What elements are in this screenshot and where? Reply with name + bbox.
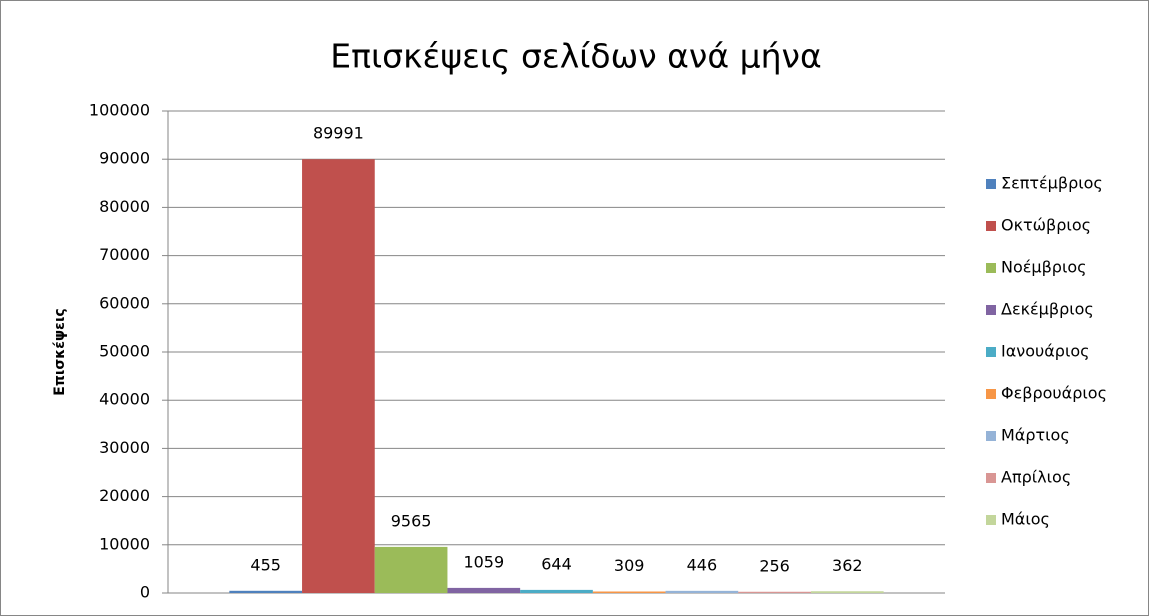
bar xyxy=(738,591,811,593)
legend-label: Σεπτέμβριος xyxy=(1001,174,1103,193)
bar xyxy=(229,590,303,593)
legend-label: Δεκέμβριος xyxy=(1001,300,1094,319)
y-tick-label: 30000 xyxy=(99,438,150,457)
legend-swatch xyxy=(986,305,996,315)
legend-swatch xyxy=(986,431,996,441)
y-tick-label: 0 xyxy=(140,583,150,602)
legend-swatch xyxy=(986,263,996,273)
data-label: 1059 xyxy=(463,552,504,571)
legend-label: Μάρτιος xyxy=(1001,426,1070,445)
data-label: 9565 xyxy=(391,511,432,530)
legend-label: Νοέμβριος xyxy=(1001,258,1087,277)
y-tick-label: 60000 xyxy=(99,293,150,312)
data-label: 362 xyxy=(832,556,863,575)
data-label: 89991 xyxy=(313,124,364,143)
bar xyxy=(447,587,521,593)
legend-swatch xyxy=(986,347,996,357)
legend-label: Μάιος xyxy=(1001,510,1050,529)
bar xyxy=(520,589,593,593)
y-tick-label: 70000 xyxy=(99,245,150,264)
bar xyxy=(592,591,666,593)
data-label: 446 xyxy=(687,555,718,574)
chart-title: Επισκέψεις σελίδων ανά μήνα xyxy=(330,37,821,76)
legend-swatch xyxy=(986,473,996,483)
legend-label: Φεβρουάριος xyxy=(1001,384,1107,403)
y-tick-label: 100000 xyxy=(89,101,150,120)
data-label: 455 xyxy=(250,555,281,574)
legend-swatch xyxy=(986,179,996,189)
y-tick-label: 10000 xyxy=(99,534,150,553)
y-axis-label: Επισκέψεις xyxy=(52,308,68,395)
y-tick-label: 20000 xyxy=(99,486,150,505)
bar xyxy=(810,591,884,593)
y-tick-label: 90000 xyxy=(99,149,150,168)
legend-label: Ιανουάριος xyxy=(1001,342,1090,361)
data-label: 644 xyxy=(541,554,572,573)
bar xyxy=(665,590,739,593)
y-tick-label: 50000 xyxy=(99,342,150,361)
legend-label: Οκτώβριος xyxy=(1001,216,1091,235)
y-tick-label: 80000 xyxy=(99,197,150,216)
data-label: 309 xyxy=(614,556,645,575)
legend-swatch xyxy=(986,389,996,399)
bar xyxy=(302,159,375,593)
legend-swatch xyxy=(986,515,996,525)
data-label: 256 xyxy=(759,556,790,575)
legend-swatch xyxy=(986,221,996,231)
bar xyxy=(374,546,448,593)
legend-label: Απρίλιος xyxy=(1001,468,1071,487)
y-tick-label: 40000 xyxy=(99,390,150,409)
